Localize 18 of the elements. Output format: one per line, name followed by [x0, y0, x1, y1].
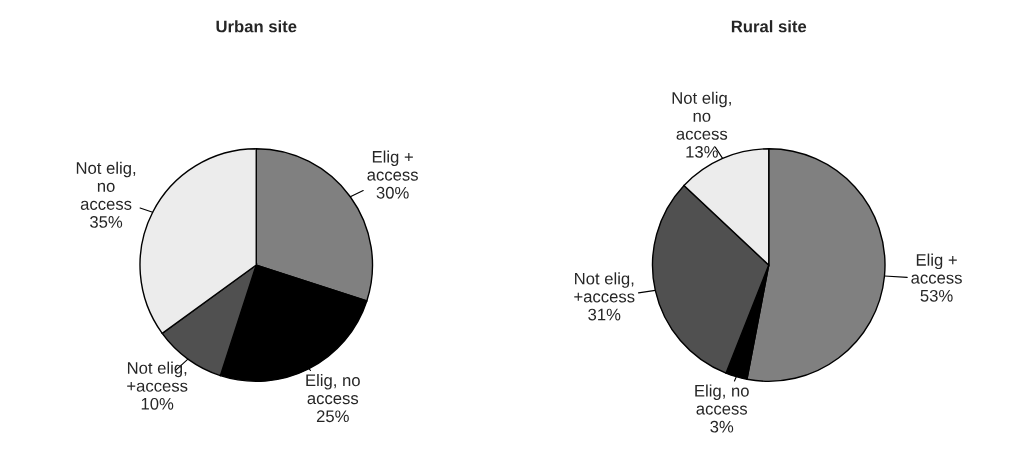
slice-label: Elig + access — [911, 253, 962, 284]
data-label: 53% — [920, 289, 953, 302]
slice-label: Not elig, +access — [127, 361, 188, 392]
chart-title: Urban site — [216, 20, 297, 33]
data-label: 31% — [588, 308, 621, 321]
data-label: 10% — [141, 397, 174, 410]
data-label: 13% — [686, 145, 718, 158]
data-label: 35% — [90, 216, 123, 228]
slice-label: Not elig, no access — [672, 91, 731, 140]
slice-label: Elig, no access — [695, 384, 749, 415]
data-label: 3% — [710, 420, 734, 433]
chart-title: Rural site — [731, 20, 807, 33]
slice-label: Elig, no access — [306, 373, 360, 405]
data-label: 30% — [376, 186, 409, 199]
data-label: 25% — [316, 410, 349, 423]
slice-label: Elig + access — [367, 150, 418, 181]
slice-label: Not elig, +access — [574, 272, 635, 303]
slice-label: Not elig, no access — [76, 161, 136, 210]
